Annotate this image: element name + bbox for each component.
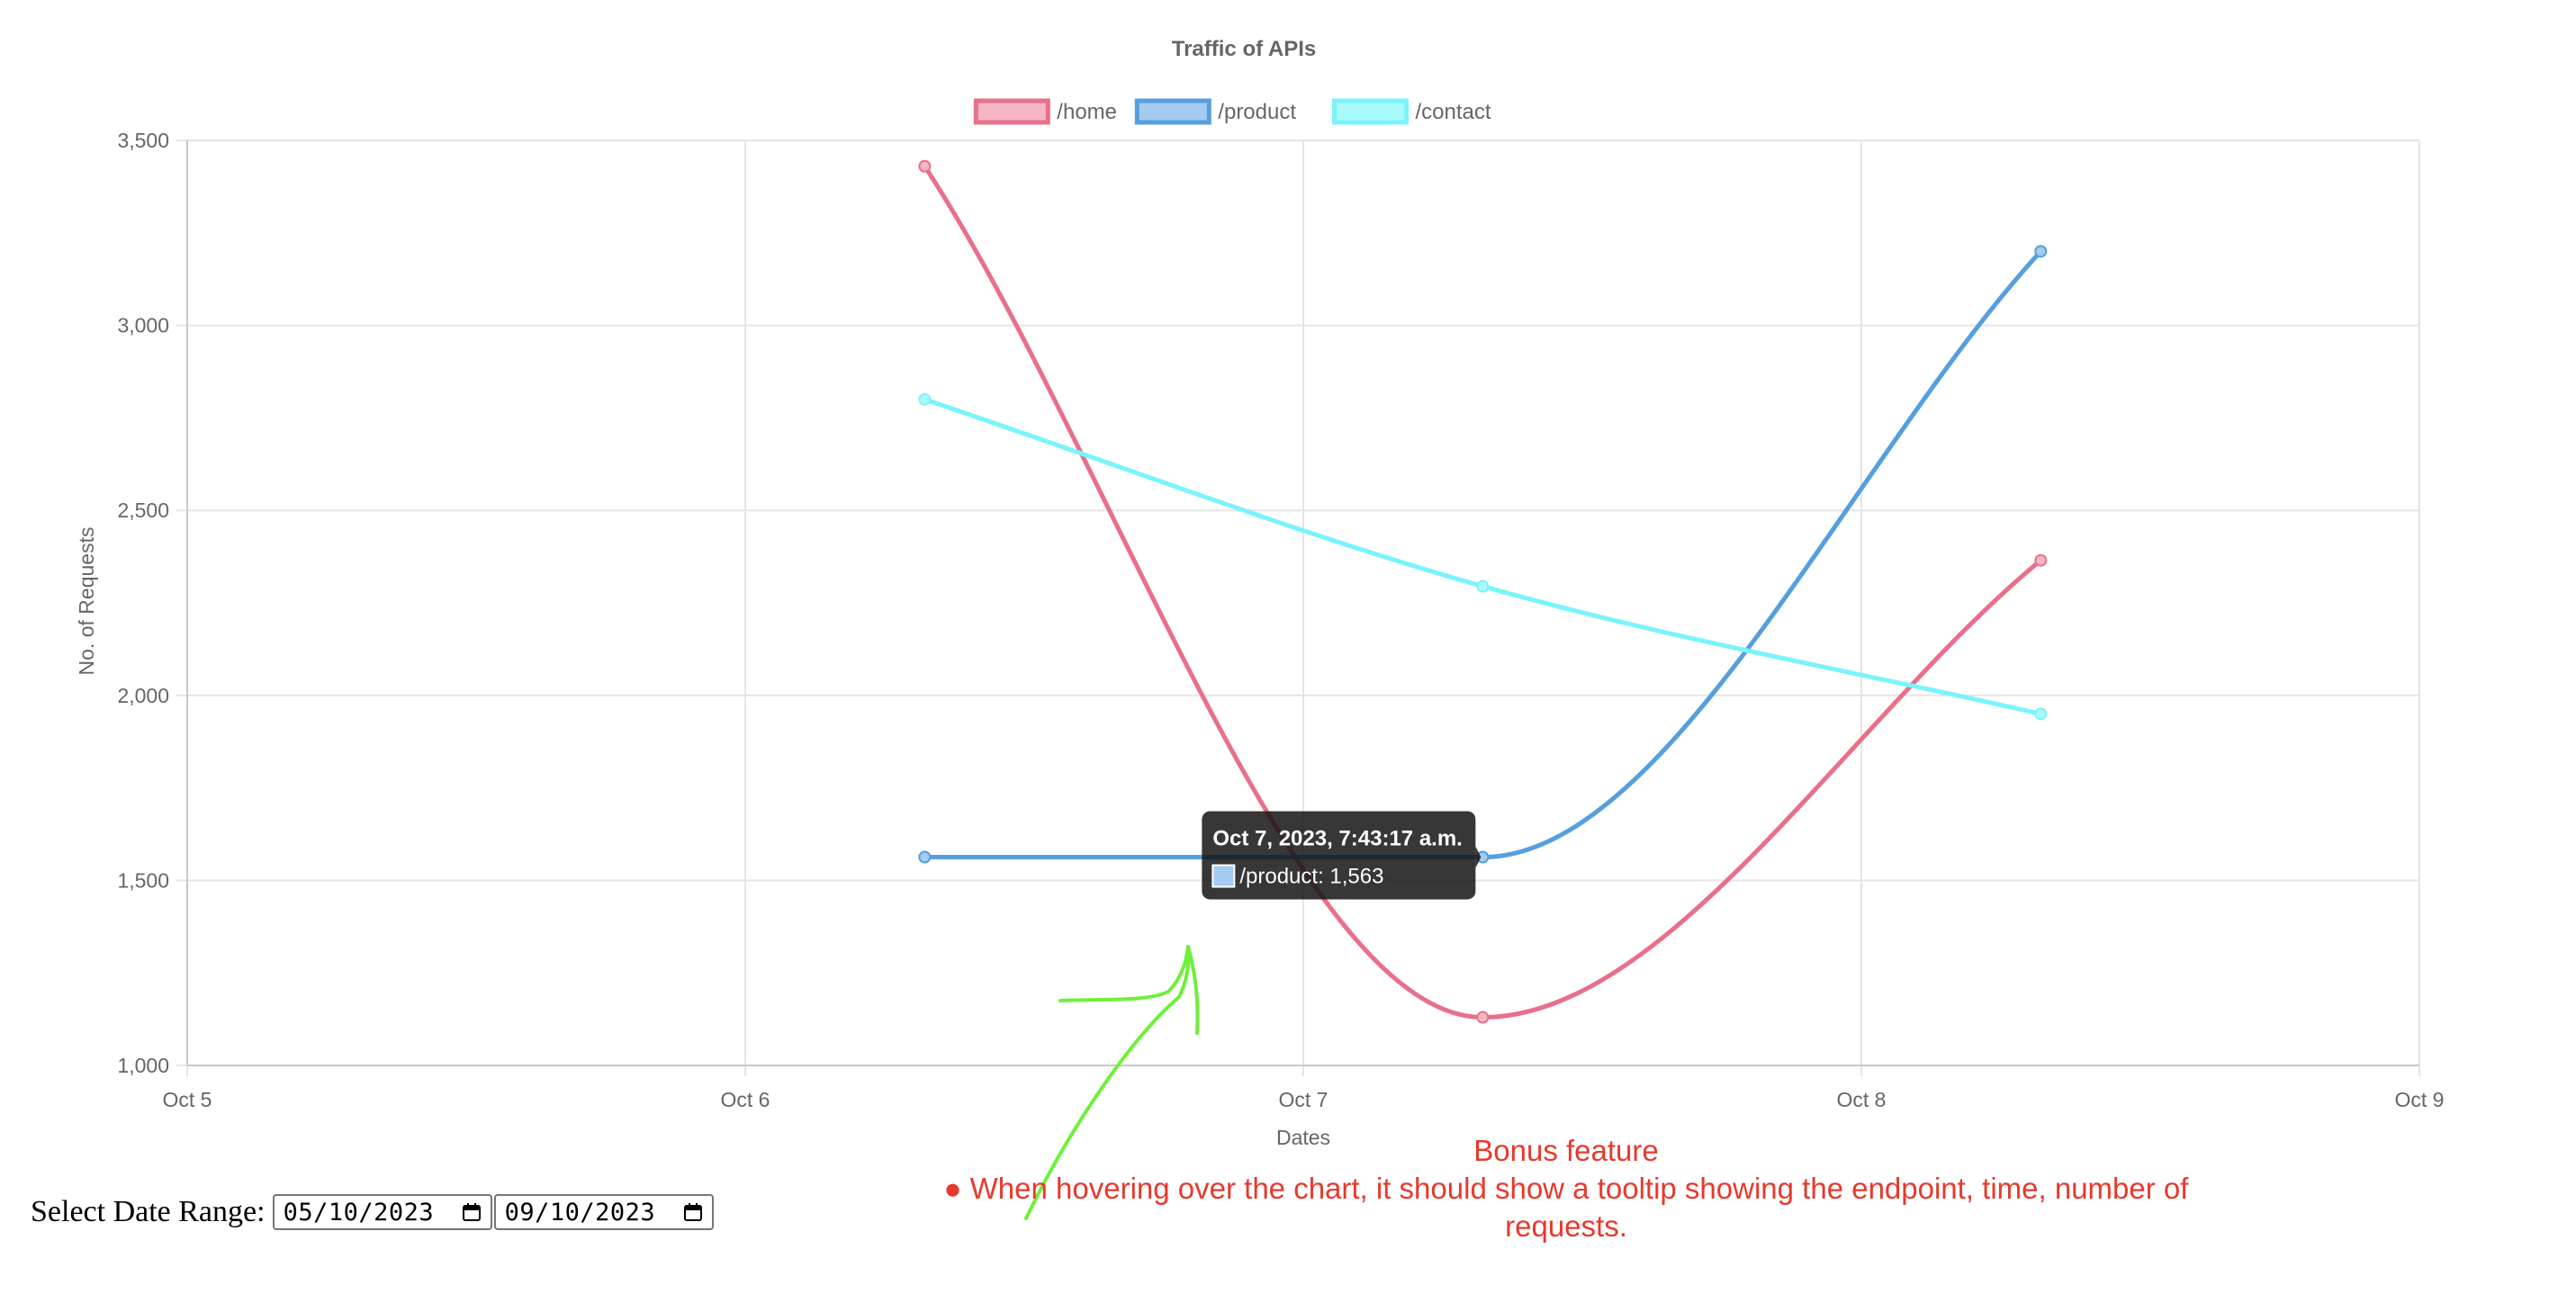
series-line[interactable] [924,249,2043,859]
bonus-text: When hovering over the chart, it should … [969,1172,2189,1243]
chart-legend[interactable]: /home/product/contact [973,98,1491,125]
bonus-feature-note: Bonus feature ● When hovering over the c… [918,1132,2214,1245]
tooltip-body: /product: 1,563 [1239,864,1383,888]
chart-grid [176,139,2420,1076]
data-point[interactable] [2034,707,2048,721]
y-tick-label: 3,500 [117,129,169,152]
series-line[interactable] [923,397,2041,716]
legend-swatch [973,98,1050,125]
legend-swatch [1332,98,1409,125]
x-tick-label: Oct 7 [1279,1088,1329,1111]
chart-title: Traffic of APIs [1172,37,1316,61]
tooltip-box [1202,811,1476,900]
legend-label: /home [1057,100,1117,124]
tooltip-title: Oct 7, 2023, 7:43:17 a.m. [1212,826,1463,850]
tooltip-swatch [1211,864,1236,888]
data-point[interactable] [2034,245,2048,258]
end-date-value: 09/10/2023 [504,1198,656,1227]
legend-item[interactable]: /product [1134,98,1296,125]
legend-item[interactable]: /home [973,98,1117,125]
chart-series[interactable] [918,159,2048,1024]
x-tick-label: Oct 8 [1837,1088,1887,1111]
x-axis-title: Dates [1276,1126,1330,1149]
date-range-label: Select Date Range: [31,1195,266,1228]
calendar-icon[interactable] [462,1202,482,1222]
arrow-shaft [1024,945,1191,1220]
legend-label: /contact [1416,100,1491,124]
y-axis-title: No. of Requests [75,527,98,676]
data-point[interactable] [918,850,932,864]
arrow-head-left [1058,945,1190,1002]
end-date-input[interactable]: 09/10/2023 [493,1194,714,1230]
handdrawn-arrow-annotation [1024,945,1200,1220]
start-date-value: 05/10/2023 [283,1198,435,1227]
y-tick-label: 1,500 [117,868,169,892]
chart-tooltip: Oct 7, 2023, 7:43:17 a.m. /product: 1,563 [1202,811,1482,900]
bonus-heading: Bonus feature [1473,1134,1659,1167]
data-point[interactable] [1476,580,1490,593]
series-line[interactable] [923,165,2042,1020]
legend-label: /product [1218,100,1296,124]
tooltip-caret [1475,846,1482,868]
x-tick-label: Oct 6 [721,1088,770,1111]
date-range-picker: Select Date Range: 05/10/2023 09/10/2023 [31,1190,716,1235]
arrow-head-right [1186,945,1200,1035]
chart-axes: Oct 5 Oct 6 Oct 7 Oct 8 Oct 9 1,000 1,500 2,000… [117,129,2444,1111]
legend-swatch [1134,98,1211,125]
y-tick-label: 1,000 [117,1054,169,1077]
bonus-description: ● When hovering over the chart, it shoul… [918,1170,2214,1245]
y-tick-label: 2,500 [117,499,169,522]
calendar-icon[interactable] [683,1202,703,1222]
start-date-input[interactable]: 05/10/2023 [272,1194,492,1230]
legend-item[interactable]: /contact [1332,98,1491,125]
x-tick-label: Oct 5 [163,1088,212,1111]
y-tick-label: 2,000 [117,684,169,707]
data-point[interactable] [2034,553,2048,567]
data-point[interactable] [1476,1011,1490,1024]
data-point[interactable] [918,392,932,406]
x-tick-label: Oct 9 [2395,1088,2445,1111]
y-tick-label: 3,000 [117,314,169,337]
data-point[interactable] [918,159,932,173]
bullet-icon: ● [943,1172,970,1205]
